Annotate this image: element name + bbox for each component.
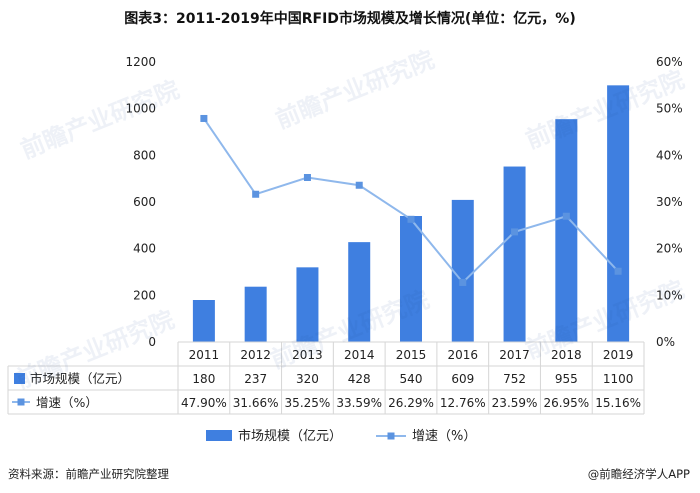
y-right-tick-label: 60% bbox=[656, 55, 683, 69]
y-right-tick-label: 20% bbox=[656, 242, 683, 256]
y-left-tick-label: 600 bbox=[133, 195, 156, 209]
y-left-tick-label: 800 bbox=[133, 148, 156, 162]
y-left-tick-label: 200 bbox=[133, 288, 156, 302]
table-legend-swatch-bar bbox=[14, 373, 25, 384]
bar bbox=[296, 267, 319, 342]
table-cell-value: 180 bbox=[192, 372, 215, 386]
y-left-tick-label: 0 bbox=[148, 335, 156, 349]
table-cell-value: 15.16% bbox=[595, 396, 641, 410]
table-cell-value: 609 bbox=[451, 372, 474, 386]
bar bbox=[192, 300, 215, 342]
table-cell-value: 26.95% bbox=[543, 396, 589, 410]
y-right-tick-label: 0% bbox=[656, 335, 675, 349]
brand-credit: @前瞻经济学人APP bbox=[587, 467, 690, 481]
y-right-tick-label: 40% bbox=[656, 148, 683, 162]
table-cell-value: 428 bbox=[348, 372, 371, 386]
bar bbox=[607, 85, 630, 342]
table-cell-value: 1100 bbox=[603, 372, 634, 386]
source-note: 资料来源：前瞻产业研究院整理 bbox=[8, 467, 169, 481]
table-cell-value: 35.25% bbox=[285, 396, 331, 410]
bar bbox=[348, 242, 371, 342]
line-point bbox=[614, 267, 622, 275]
legend-label: 市场规模（亿元） bbox=[238, 428, 342, 444]
line-point bbox=[407, 215, 415, 223]
x-tick-label: 2017 bbox=[499, 348, 530, 362]
y-left-tick-label: 400 bbox=[133, 242, 156, 256]
y-right-tick-label: 10% bbox=[656, 288, 683, 302]
table-cell-value: 320 bbox=[296, 372, 319, 386]
table-legend-swatch-marker bbox=[17, 398, 25, 406]
line-point bbox=[355, 181, 363, 189]
line-point bbox=[511, 228, 519, 236]
x-tick-label: 2013 bbox=[292, 348, 323, 362]
y-right-tick-label: 30% bbox=[656, 195, 683, 209]
line-point bbox=[459, 278, 467, 286]
bar bbox=[451, 199, 474, 342]
bar bbox=[555, 119, 578, 343]
table-series-name: 增速（%） bbox=[36, 395, 98, 410]
chart-title: 图表3：2011-2019年中国RFID市场规模及增长情况(单位：亿元，%) bbox=[124, 11, 576, 27]
x-tick-label: 2012 bbox=[240, 348, 271, 362]
x-tick-label: 2011 bbox=[189, 348, 220, 362]
x-tick-label: 2015 bbox=[396, 348, 427, 362]
table-cell-value: 26.29% bbox=[388, 396, 434, 410]
x-tick-label: 2014 bbox=[344, 348, 375, 362]
line-point bbox=[252, 190, 260, 198]
table-cell-value: 23.59% bbox=[492, 396, 538, 410]
x-tick-label: 2019 bbox=[603, 348, 634, 362]
bar bbox=[503, 166, 526, 342]
table-series-name: 市场规模（亿元） bbox=[30, 371, 130, 386]
legend-swatch-bar bbox=[206, 430, 232, 441]
table-cell-value: 540 bbox=[400, 372, 423, 386]
line-point bbox=[200, 114, 208, 122]
legend-label: 增速（%） bbox=[412, 429, 476, 444]
bar bbox=[244, 286, 267, 342]
line-point bbox=[303, 174, 311, 181]
table-cell-value: 237 bbox=[244, 372, 267, 386]
table-cell-value: 955 bbox=[555, 372, 578, 386]
line-point bbox=[562, 212, 570, 220]
table-cell-value: 12.76% bbox=[440, 396, 486, 410]
y-right-tick-label: 50% bbox=[656, 102, 683, 116]
table-cell-value: 31.66% bbox=[233, 396, 279, 410]
x-tick-label: 2016 bbox=[448, 348, 479, 362]
y-left-tick-label: 1000 bbox=[125, 102, 156, 116]
table-cell-value: 752 bbox=[503, 372, 526, 386]
legend-swatch-marker bbox=[387, 432, 395, 440]
y-left-tick-label: 1200 bbox=[125, 55, 156, 69]
x-tick-label: 2018 bbox=[551, 348, 582, 362]
table-cell-value: 47.90% bbox=[181, 396, 227, 410]
bar bbox=[400, 216, 422, 342]
table-cell-value: 33.59% bbox=[336, 396, 382, 410]
